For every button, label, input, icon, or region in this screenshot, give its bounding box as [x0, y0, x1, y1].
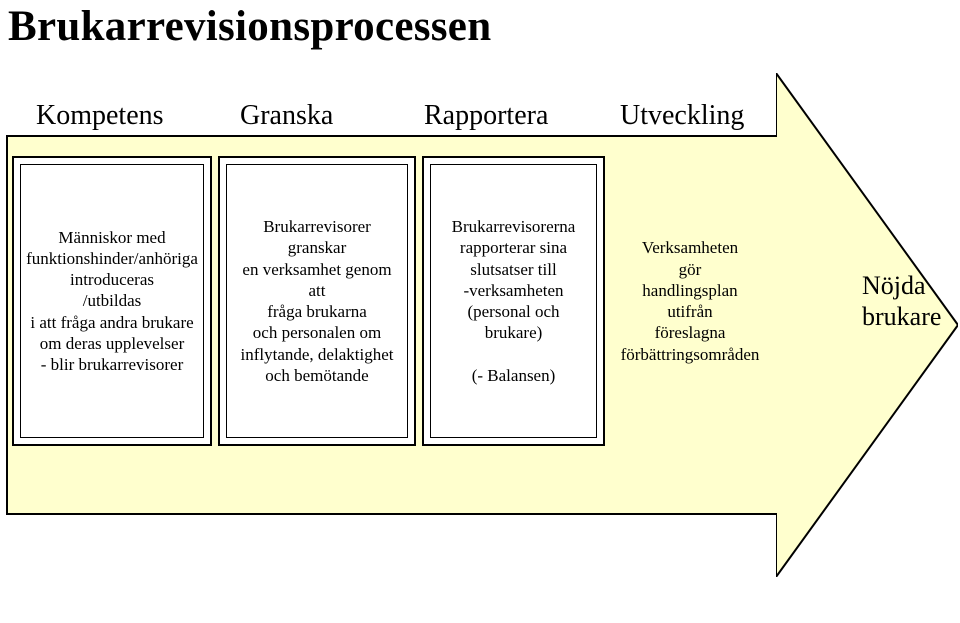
output-label: Nöjda brukare [862, 270, 941, 332]
step-rapportera-inner: Brukarrevisorerna rapporterar sina sluts… [430, 164, 597, 438]
step-kompetens: Människor med funktionshinder/anhöriga i… [12, 156, 212, 446]
step-utveckling: Verksamheten gör handlingsplan utifrån f… [610, 156, 770, 446]
diagram-canvas: Brukarrevisionsprocessen Kompetens Grans… [0, 0, 960, 623]
phase-label-rapportera: Rapportera [424, 100, 548, 132]
phase-label-kompetens: Kompetens [36, 100, 164, 132]
step-rapportera: Brukarrevisorerna rapporterar sina sluts… [422, 156, 605, 446]
step-rapportera-text: Brukarrevisorerna rapporterar sina sluts… [437, 216, 590, 386]
step-granska-inner: Brukarrevisorer granskar en verksamhet g… [226, 164, 408, 438]
step-kompetens-text: Människor med funktionshinder/anhöriga i… [26, 227, 198, 376]
step-granska-text: Brukarrevisorer granskar en verksamhet g… [233, 216, 401, 386]
step-utveckling-text: Verksamheten gör handlingsplan utifrån f… [621, 237, 760, 365]
diagram-title: Brukarrevisionsprocessen [8, 2, 491, 51]
phase-label-granska: Granska [240, 100, 333, 132]
phase-label-utveckling: Utveckling [620, 100, 744, 132]
step-utveckling-inner: Verksamheten gör handlingsplan utifrån f… [610, 156, 770, 446]
step-kompetens-inner: Människor med funktionshinder/anhöriga i… [20, 164, 204, 438]
step-granska: Brukarrevisorer granskar en verksamhet g… [218, 156, 416, 446]
